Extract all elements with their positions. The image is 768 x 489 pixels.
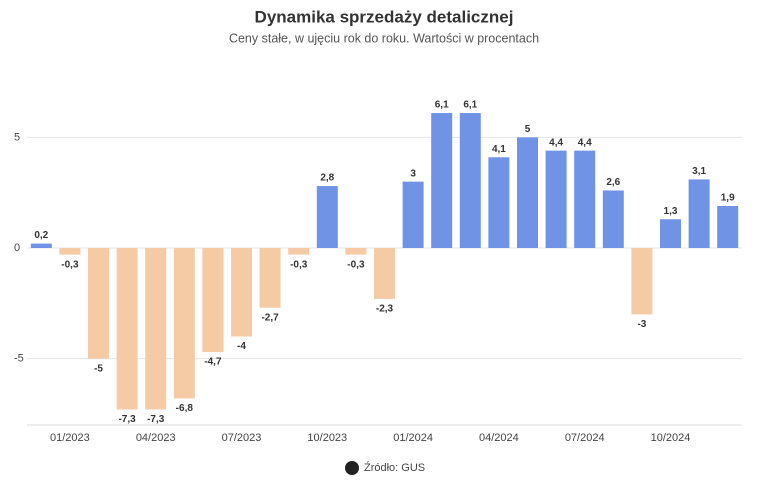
bar	[145, 248, 167, 410]
value-label: -6,8	[176, 403, 194, 414]
bar	[660, 219, 681, 248]
chart-subtitle: Ceny stałe, w ujęciu rok do roku. Wartoś…	[229, 31, 539, 45]
bar	[116, 248, 138, 410]
bar	[459, 113, 481, 248]
value-label: 5	[525, 124, 531, 135]
value-label: -7,3	[118, 414, 136, 425]
value-label: 3	[410, 168, 416, 179]
value-label: -0,3	[61, 259, 79, 270]
x-tick-label: 01/2023	[50, 432, 90, 444]
x-tick-label: 07/2024	[565, 432, 605, 444]
x-tick-label: 10/2024	[651, 432, 691, 444]
value-label: -0,3	[347, 259, 365, 270]
bar	[59, 248, 81, 255]
bar	[631, 248, 653, 315]
value-label: 4,4	[549, 137, 563, 148]
source-logo	[345, 461, 359, 475]
value-label: 3,1	[692, 166, 706, 177]
bar	[374, 248, 395, 299]
value-label: 4,1	[492, 144, 506, 155]
bar	[202, 248, 224, 352]
bar	[30, 243, 52, 248]
bar	[717, 205, 739, 248]
bar	[402, 181, 424, 248]
bar	[517, 137, 538, 248]
value-label: 6,1	[435, 100, 449, 111]
bar	[688, 179, 710, 248]
value-label: 6,1	[463, 100, 477, 111]
value-label: 0,2	[34, 230, 48, 241]
value-label: 2,6	[606, 177, 620, 188]
bar	[88, 248, 109, 359]
value-label: 2,8	[320, 173, 334, 184]
y-tick-label: 0	[14, 242, 20, 254]
chart-title: Dynamika sprzedaży detalicznej	[255, 7, 514, 26]
bar	[488, 157, 510, 248]
value-label: 1,9	[721, 193, 735, 204]
bar	[288, 248, 310, 255]
x-tick-label: 10/2023	[307, 432, 347, 444]
value-label: 1,3	[664, 206, 678, 217]
x-tick-label: 04/2023	[136, 432, 176, 444]
bar	[574, 150, 596, 248]
bar	[345, 248, 367, 255]
bar	[316, 186, 338, 248]
value-label: -7,3	[147, 414, 165, 425]
x-tick-label: 01/2024	[393, 432, 433, 444]
x-tick-label: 07/2023	[222, 432, 262, 444]
value-label: -2,7	[261, 312, 279, 323]
bar	[545, 150, 567, 248]
x-tick-label: 04/2024	[479, 432, 519, 444]
bar	[602, 190, 624, 248]
bar	[231, 248, 252, 337]
value-label: -4	[237, 341, 246, 352]
value-label: -2,3	[376, 304, 394, 315]
value-label: 4,4	[578, 137, 592, 148]
bar	[431, 113, 453, 248]
y-tick-label: 5	[14, 131, 20, 143]
value-label: -4,7	[204, 357, 222, 368]
bar	[259, 248, 281, 308]
value-label: -5	[94, 363, 103, 374]
value-label: -0,3	[290, 259, 308, 270]
bar	[173, 248, 195, 399]
source: Źródło: GUS	[364, 461, 425, 474]
y-tick-label: -5	[14, 353, 24, 365]
value-label: -3	[637, 319, 646, 330]
